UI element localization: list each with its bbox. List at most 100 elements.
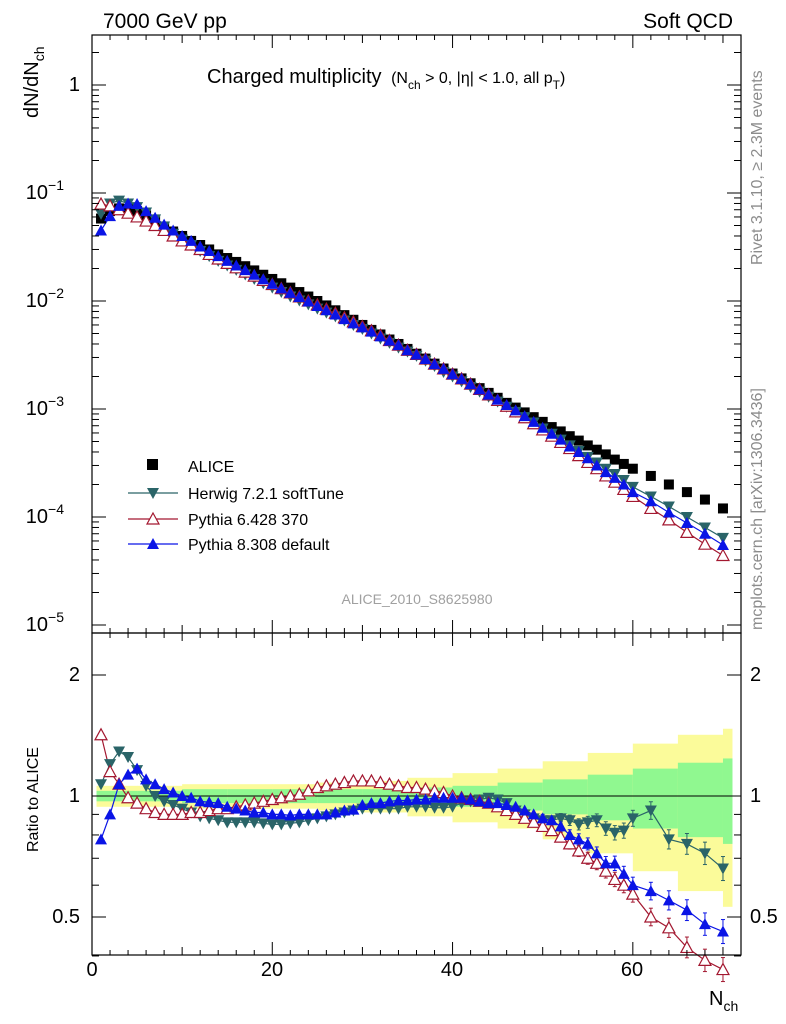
ratio-point-herwig: [293, 817, 306, 829]
x-label-sub: ch: [723, 998, 738, 1014]
ratio-point-pythia8: [572, 833, 585, 845]
ratio-point-pythia6: [607, 872, 622, 886]
upper-point-pythia8: [545, 427, 558, 439]
ratio-point-pythia8: [311, 808, 324, 820]
ratio-point-pythia8: [176, 790, 189, 801]
ratio-point-pythia8: [464, 793, 477, 805]
ratio-point-pythia8: [320, 808, 333, 820]
ratio-point-pythia6: [409, 780, 424, 794]
ratio-point-herwig: [248, 817, 261, 829]
ratio-point-pythia6: [499, 803, 514, 817]
ratio-point-pythia8: [275, 808, 288, 820]
lower-y-tick-label: 0.5: [52, 906, 80, 928]
upper-point-pythia6: [679, 525, 694, 539]
ratio-point-pythia8: [158, 783, 171, 795]
ratio-point-pythia8: [410, 793, 423, 805]
ratio-point-pythia6: [715, 962, 730, 976]
upper-point-pythia8: [446, 368, 459, 380]
upper-point-pythia8: [527, 415, 540, 427]
upper-point-pythia8: [140, 205, 153, 217]
upper-point-pythia8: [203, 245, 216, 257]
upper-point-pythia6: [661, 512, 676, 526]
upper-point-pythia8: [608, 471, 621, 483]
upper-point-alice: [582, 440, 593, 451]
ratio-point-pythia8: [329, 806, 342, 818]
legend-label-alice: ALICE: [188, 459, 234, 476]
ratio-point-pythia6: [121, 790, 136, 804]
ratio-point-pythia8: [680, 904, 693, 916]
upper-point-pythia8: [437, 362, 450, 374]
ratio-point-pythia8: [95, 833, 108, 845]
upper-point-pythia8: [239, 264, 252, 276]
upper-point-pythia8: [590, 459, 603, 471]
mcplots-label: mcplots.cern.ch [arXiv:1306.3436]: [749, 388, 766, 630]
legend-marker-pythia8: [147, 538, 159, 549]
ratio-point-pythia6: [535, 819, 550, 833]
ratio-point-pythia8: [230, 802, 243, 814]
ratio-point-herwig: [221, 817, 234, 829]
x-tick-label: 60: [621, 959, 643, 981]
upper-point-pythia8: [311, 299, 324, 311]
ratio-point-pythia8: [428, 791, 441, 803]
ratio-point-herwig: [572, 819, 585, 831]
ratio-point-pythia8: [473, 795, 486, 807]
upper-point-pythia8: [491, 393, 504, 405]
upper-y-tick-label: 1: [69, 74, 80, 96]
ratio-point-pythia8: [113, 778, 126, 790]
lower-y-tick-labels: 2 1 0.5 2 1 0.5: [52, 664, 778, 928]
upper-point-alice: [546, 422, 557, 433]
upper-point-pythia8: [680, 516, 693, 528]
upper-point-pythia8: [617, 478, 630, 490]
ratio-point-pythia8: [455, 791, 468, 803]
upper-point-pythia8: [122, 197, 135, 209]
ratio-point-pythia6: [211, 801, 226, 815]
ratio-point-herwig: [608, 827, 621, 839]
ratio-point-herwig: [383, 803, 396, 815]
ratio-point-pythia6: [94, 727, 109, 741]
ratio-point-pythia6: [544, 823, 559, 837]
legend-marker-herwig: [147, 488, 159, 499]
upper-point-alice: [627, 463, 638, 474]
ratio-point-pythia6: [103, 764, 118, 778]
ratio-point-herwig: [716, 863, 729, 875]
ratio-point-herwig: [167, 799, 180, 811]
upper-y-tick-labels: 1 10−1 10−2 10−3 10−4 10−5: [26, 74, 80, 636]
ratio-point-pythia8: [212, 797, 225, 809]
ratio-point-pythia6: [391, 778, 406, 792]
ratio-point-pythia8: [536, 812, 549, 824]
upper-point-alice: [663, 479, 674, 490]
ratio-point-herwig: [419, 801, 432, 813]
upper-point-pythia8: [572, 445, 585, 457]
upper-point-pythia8: [329, 308, 342, 320]
ratio-point-pythia8: [518, 804, 531, 816]
ratio-point-pythia8: [239, 804, 252, 816]
upper-point-pythia8: [554, 433, 567, 445]
ratio-point-pythia6: [598, 863, 613, 877]
ratio-point-herwig: [662, 834, 675, 846]
ratio-point-herwig: [284, 818, 297, 830]
ratio-point-pythia8: [293, 808, 306, 820]
ratio-point-pythia8: [365, 797, 378, 809]
ratio-point-pythia8: [248, 806, 261, 818]
ratio-point-pythia6: [130, 795, 145, 809]
ratio-point-pythia6: [571, 843, 586, 857]
upper-point-alice: [717, 503, 728, 514]
ratio-point-pythia6: [139, 801, 154, 815]
ratio-point-herwig: [563, 815, 576, 827]
header-left: 7000 GeV pp: [103, 10, 227, 33]
upper-point-pythia8: [599, 466, 612, 478]
upper-point-pythia8: [158, 218, 171, 230]
ratio-point-pythia6: [517, 811, 532, 824]
ratio-point-pythia6: [346, 773, 361, 787]
ratio-point-pythia8: [194, 795, 207, 807]
upper-point-pythia8: [518, 410, 531, 422]
green-band-segment: [542, 779, 589, 815]
ratio-point-pythia8: [626, 879, 639, 891]
ratio-point-pythia6: [157, 807, 172, 820]
legend: ALICE Herwig 7.2.1 softTune Pythia 6.428…: [128, 459, 344, 554]
ratio-point-pythia8: [122, 768, 135, 780]
upper-point-pythia8: [644, 495, 657, 507]
upper-point-pythia8: [104, 210, 117, 222]
ratio-point-pythia6: [382, 776, 397, 790]
upper-point-pythia6: [166, 228, 181, 242]
